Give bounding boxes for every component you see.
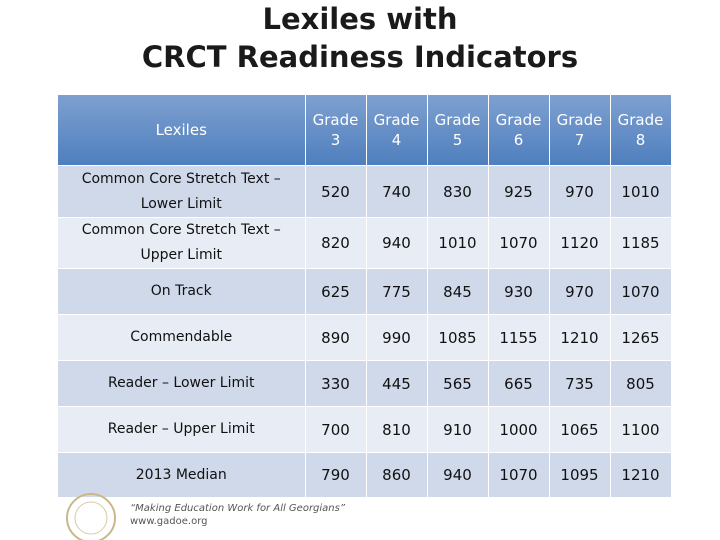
value-cell: 990 (366, 314, 428, 361)
title-line: CRCT Readiness Indicators (141, 40, 579, 74)
value-cell: 1010 (427, 217, 489, 269)
value-cell: 970 (549, 268, 611, 315)
value-cell: 845 (427, 268, 489, 315)
value-cell: 830 (427, 165, 489, 218)
value-cell: 1010 (610, 165, 672, 218)
table-row: On Track 625 775 845 930 970 1070 (58, 268, 672, 315)
header-cell: Grade 7 (549, 95, 611, 166)
table-row: Reader – Lower Limit 330 445 565 665 735 805 (58, 360, 672, 407)
row-label: Reader – Lower Limit (58, 360, 306, 407)
logo (66, 493, 116, 540)
value-cell: 565 (427, 360, 489, 407)
value-cell: 940 (427, 452, 489, 498)
value-cell: 970 (549, 165, 611, 218)
footer: “Making Education Work for All Georgians… (130, 502, 345, 528)
header-cell: Grade 8 (610, 95, 672, 166)
table-row: Common Core Stretch Text – Lower Limit 52… (58, 165, 672, 218)
row-label: Common Core Stretch Text – Upper Limit (58, 217, 306, 269)
table-row: Common Core Stretch Text – Upper Limit 82… (58, 217, 672, 269)
header-cell: Grade 5 (427, 95, 489, 166)
title-line: Lexiles with (262, 2, 458, 36)
value-cell: 665 (488, 360, 550, 407)
header-row: Lexiles Grade 3 Grade 4 Grade 5 Grade 6 Grade… (58, 95, 672, 166)
value-cell: 1065 (549, 406, 611, 453)
value-cell: 1070 (610, 268, 672, 315)
value-cell: 330 (305, 360, 367, 407)
value-cell: 445 (366, 360, 428, 407)
title: Lexiles with CRCT Readiness Indicators (0, 0, 720, 76)
value-cell: 805 (610, 360, 672, 407)
value-cell: 735 (549, 360, 611, 407)
value-cell: 775 (366, 268, 428, 315)
header-cell: Grade 3 (305, 95, 367, 166)
table-row: Commendable 890 990 1085 1155 1210 1265 (58, 314, 672, 361)
value-cell: 860 (366, 452, 428, 498)
value-cell: 940 (366, 217, 428, 269)
value-cell: 1185 (610, 217, 672, 269)
url: www.gadoe.org (130, 516, 208, 527)
value-cell: 1070 (488, 217, 550, 269)
value-cell: 1210 (610, 452, 672, 498)
value-cell: 740 (366, 165, 428, 218)
value-cell: 1000 (488, 406, 550, 453)
value-cell: 790 (305, 452, 367, 498)
value-cell: 1100 (610, 406, 672, 453)
header-cell: Grade 4 (366, 95, 428, 166)
slogan: “Making Education Work for All Georgians… (130, 503, 346, 514)
row-label: On Track (58, 268, 306, 315)
row-label: Commendable (58, 314, 306, 361)
header-cell: Grade 6 (488, 95, 550, 166)
value-cell: 625 (305, 268, 367, 315)
value-cell: 1070 (488, 452, 550, 498)
row-label: Reader – Upper Limit (58, 406, 306, 453)
value-cell: 700 (305, 406, 367, 453)
value-cell: 910 (427, 406, 489, 453)
value-cell: 1095 (549, 452, 611, 498)
value-cell: 1120 (549, 217, 611, 269)
value-cell: 1210 (549, 314, 611, 361)
value-cell: 930 (488, 268, 550, 315)
value-cell: 520 (305, 165, 367, 218)
value-cell: 1155 (488, 314, 550, 361)
value-cell: 925 (488, 165, 550, 218)
value-cell: 820 (305, 217, 367, 269)
value-cell: 1265 (610, 314, 672, 361)
table-row: 2013 Median 790 860 940 1070 1095 1210 (58, 452, 672, 498)
value-cell: 1085 (427, 314, 489, 361)
row-label: Common Core Stretch Text – Lower Limit (58, 165, 306, 218)
value-cell: 810 (366, 406, 428, 453)
table-row: Reader – Upper Limit 700 810 910 1000 1065 110… (58, 406, 672, 453)
lexile-table: Lexiles Grade 3 Grade 4 Grade 5 Grade 6 Grade… (58, 95, 672, 498)
row-label: 2013 Median (58, 452, 306, 498)
header-cell: Lexiles (58, 95, 306, 166)
value-cell: 890 (305, 314, 367, 361)
